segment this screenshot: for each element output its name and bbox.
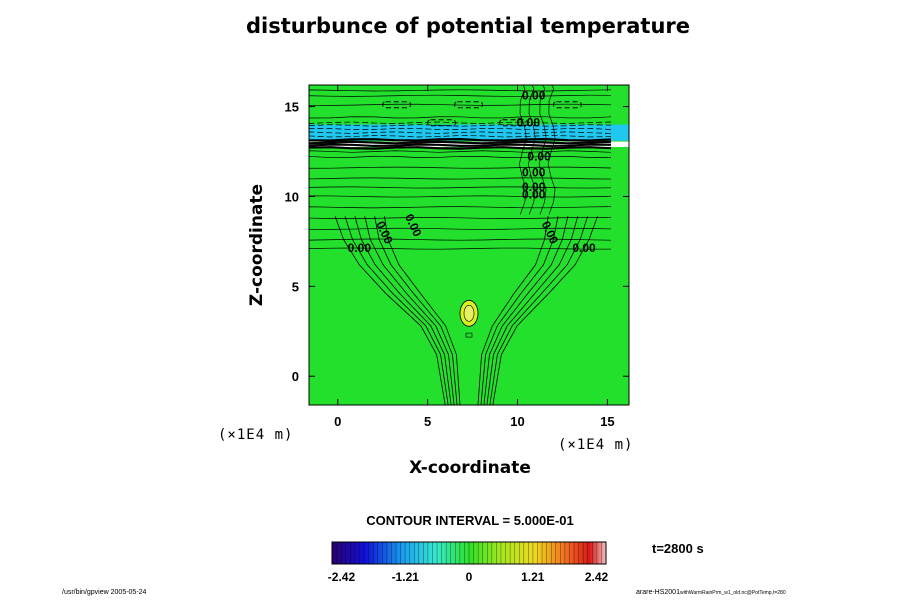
contour-line [309, 247, 612, 250]
contour-cell [382, 101, 412, 109]
contour-label: 0.00 [517, 115, 541, 129]
tropopause-cool-band [309, 124, 629, 141]
contour-line [309, 150, 612, 153]
contour-line [309, 138, 612, 142]
plume-contour-right [489, 216, 589, 405]
contour-label: 0.00 [522, 166, 546, 180]
colorbar-tick-label: -2.42 [328, 570, 356, 584]
contour-line [309, 103, 612, 106]
plume-contour-left [354, 216, 452, 405]
colorbar-tick-label: 2.42 [585, 570, 609, 584]
contour-line [309, 166, 612, 169]
contour-line [309, 146, 612, 150]
plume-contour-left [334, 216, 446, 405]
y-tick-label: 5 [292, 279, 299, 294]
plume-contour-right [477, 216, 549, 405]
y-tick-label: 0 [292, 369, 299, 384]
footer-file: arare-HS2001withWarmRainPrm_w1_old.nc@Po… [636, 589, 786, 596]
plume-contour-left [374, 216, 458, 405]
x-tick-label: 10 [510, 414, 524, 429]
contour-line [309, 206, 612, 209]
contour-line [309, 135, 612, 138]
contour-label: 0.00 [572, 241, 596, 255]
colorbar-tick-label: -1.21 [392, 570, 420, 584]
contour-label: 0.00 [522, 187, 546, 201]
contour-line [309, 195, 612, 198]
contour-label: 0.00 [522, 180, 546, 194]
time-label: t=2800 s [652, 541, 704, 556]
contour-cell [427, 119, 457, 127]
plume-contour-right [492, 216, 598, 405]
contour-line [309, 238, 612, 241]
contour-line [309, 155, 612, 158]
contour-line [309, 128, 612, 131]
x-tick-label: 0 [334, 414, 341, 429]
tropopause-warm-band [309, 141, 629, 148]
x-tick-label: 5 [424, 414, 431, 429]
contour-line [309, 116, 612, 119]
colorbar-tick-label: 1.21 [521, 570, 545, 584]
chart-title: disturbunce of potential temperature [245, 14, 691, 38]
contour-line [309, 143, 612, 148]
contour-interval-label: CONTOUR INTERVAL = 5.000E-01 [366, 513, 574, 528]
contour-line [309, 227, 612, 230]
contour-line [309, 186, 612, 189]
contour-line [309, 177, 612, 180]
plume-contour-left [364, 216, 455, 405]
column-contour [527, 85, 536, 215]
warm-bubble-core [463, 305, 475, 322]
contour-cell [552, 101, 582, 109]
column-contour [547, 85, 556, 215]
footer-command: /usr/bin/gpview 2005-05-24 [62, 589, 147, 596]
y-axis-units: (×1E4 m) [218, 427, 294, 443]
plume-contour-left [344, 216, 449, 405]
plume-contour-right [486, 216, 579, 405]
contour-label: 0.00 [527, 150, 551, 164]
contour-line [309, 140, 612, 145]
y-tick-label: 10 [285, 189, 299, 204]
plume-contour-right [483, 216, 569, 405]
column-contour [518, 85, 527, 215]
plume-contour-right [480, 216, 559, 405]
contour-line [309, 89, 612, 92]
y-axis-label: Z-coordinate [247, 183, 267, 307]
x-tick-label: 15 [600, 414, 614, 429]
column-contour [538, 85, 547, 215]
plume-contour-left [384, 216, 461, 405]
contour-cell [454, 101, 484, 109]
contour-line [309, 94, 612, 97]
warm-bubble-small [465, 332, 473, 338]
x-axis-units: (×1E4 m) [558, 437, 634, 453]
y-tick-label: 15 [285, 100, 299, 115]
colorbar-tick-label: 0 [466, 570, 473, 584]
x-axis-label: X-coordinate [409, 458, 531, 478]
contour-label: 0.00 [348, 241, 372, 255]
plot-frame [308, 84, 630, 406]
contour-cell [499, 119, 529, 127]
contour-label: 0.00 [522, 88, 546, 102]
contour-line [309, 217, 612, 219]
